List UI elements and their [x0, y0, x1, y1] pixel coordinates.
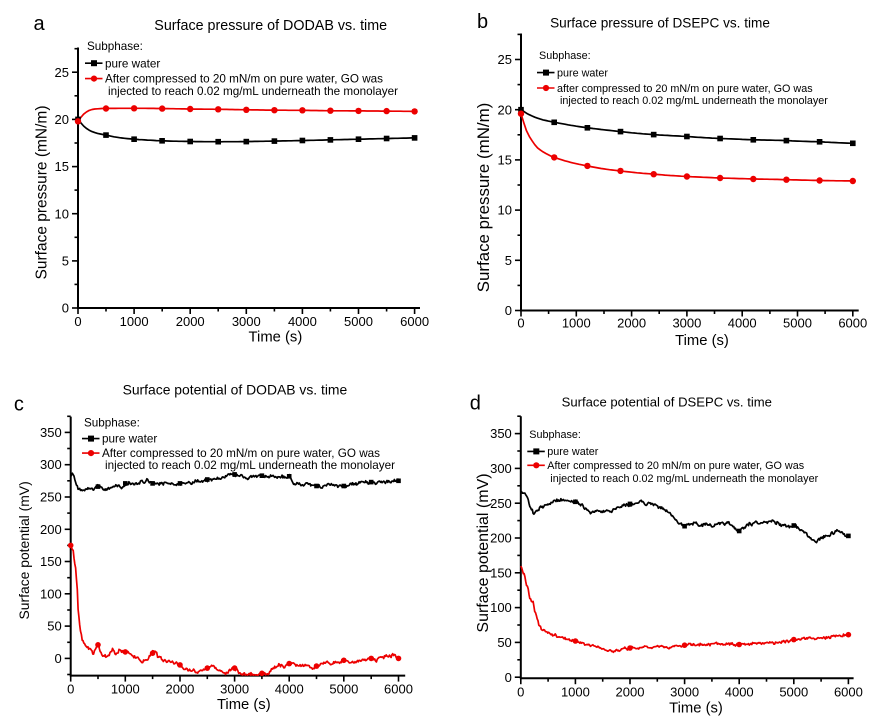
svg-text:Surface pressure of DODAB vs.: Surface pressure of DODAB vs. time: [154, 18, 387, 34]
svg-text:1000: 1000: [561, 685, 590, 700]
svg-text:0: 0: [67, 682, 74, 697]
svg-text:2000: 2000: [176, 314, 205, 329]
svg-text:Surface potential (mV): Surface potential (mV): [16, 481, 32, 619]
svg-text:4000: 4000: [288, 314, 317, 329]
svg-text:250: 250: [40, 490, 62, 505]
svg-text:0: 0: [517, 316, 524, 331]
svg-text:3000: 3000: [232, 314, 261, 329]
svg-text:100: 100: [490, 600, 512, 615]
svg-text:20: 20: [55, 112, 69, 127]
svg-text:4000: 4000: [275, 682, 304, 697]
svg-text:After compressed to 20 mN/m on: After compressed to 20 mN/m on pure wate…: [102, 447, 380, 460]
svg-text:5: 5: [505, 253, 512, 268]
svg-text:Subphase:: Subphase:: [87, 40, 143, 53]
svg-text:15: 15: [55, 159, 69, 174]
svg-text:4000: 4000: [725, 685, 754, 700]
svg-text:300: 300: [490, 461, 512, 476]
svg-text:0: 0: [517, 685, 524, 700]
svg-text:1000: 1000: [120, 314, 149, 329]
svg-text:injected to reach 0.02 mg/mL u: injected to reach 0.02 mg/mL underneath …: [105, 459, 395, 472]
svg-text:200: 200: [40, 522, 62, 537]
svg-text:pure water: pure water: [547, 446, 598, 458]
svg-text:150: 150: [490, 565, 512, 580]
svg-text:injected to reach 0.02 mg/mL u: injected to reach 0.02 mg/mL underneath …: [560, 95, 828, 107]
svg-text:0: 0: [62, 301, 69, 316]
svg-text:250: 250: [490, 496, 512, 511]
svg-text:injected to reach 0.02 mg/mL u: injected to reach 0.02 mg/mL underneath …: [108, 85, 398, 98]
svg-text:2000: 2000: [165, 682, 194, 697]
svg-text:5000: 5000: [783, 316, 812, 331]
svg-text:2000: 2000: [617, 316, 646, 331]
svg-text:1000: 1000: [562, 316, 591, 331]
svg-text:4000: 4000: [728, 316, 757, 331]
svg-text:Surface pressure (mN/m): Surface pressure (mN/m): [474, 103, 493, 293]
svg-text:25: 25: [55, 65, 69, 80]
svg-text:25: 25: [498, 52, 512, 67]
svg-text:c: c: [14, 393, 24, 415]
svg-text:pure water: pure water: [557, 67, 608, 79]
svg-text:Time (s): Time (s): [217, 697, 271, 713]
svg-text:injected to reach 0.02 mg/mL u: injected to reach 0.02 mg/mL underneath …: [550, 473, 818, 485]
svg-text:After compressed to 20 mN/m on: After compressed to 20 mN/m on pure wate…: [547, 460, 804, 472]
svg-text:15: 15: [498, 152, 512, 167]
svg-text:1000: 1000: [111, 682, 140, 697]
svg-text:pure water: pure water: [105, 57, 160, 70]
svg-text:10: 10: [498, 203, 512, 218]
svg-text:50: 50: [497, 635, 511, 650]
svg-text:3000: 3000: [672, 316, 701, 331]
svg-text:0: 0: [54, 651, 61, 666]
svg-text:3000: 3000: [220, 682, 249, 697]
svg-text:Surface potential of DODAB vs.: Surface potential of DODAB vs. time: [123, 382, 348, 398]
svg-text:a: a: [34, 13, 46, 35]
svg-text:3000: 3000: [670, 685, 699, 700]
svg-text:2000: 2000: [616, 685, 645, 700]
svg-text:50: 50: [47, 619, 61, 634]
svg-text:350: 350: [40, 425, 62, 440]
svg-text:5000: 5000: [329, 682, 358, 697]
svg-text:Time (s): Time (s): [675, 333, 729, 349]
svg-text:d: d: [470, 393, 481, 415]
svg-text:After compressed to 20 mN/m on: After compressed to 20 mN/m on pure wate…: [105, 73, 383, 86]
svg-text:100: 100: [40, 586, 62, 601]
svg-text:Surface pressure (mN/m): Surface pressure (mN/m): [34, 106, 51, 280]
svg-text:Surface potential of DSEPC vs.: Surface potential of DSEPC vs. time: [562, 395, 772, 410]
svg-text:Subphase:: Subphase:: [529, 429, 581, 441]
svg-text:0: 0: [505, 670, 512, 685]
svg-text:350: 350: [490, 426, 512, 441]
svg-text:300: 300: [40, 457, 62, 472]
svg-text:0: 0: [505, 303, 512, 318]
svg-text:b: b: [477, 11, 488, 33]
svg-text:10: 10: [55, 206, 69, 221]
svg-text:5000: 5000: [344, 314, 373, 329]
svg-text:0: 0: [74, 314, 81, 329]
svg-text:150: 150: [40, 554, 62, 569]
svg-text:200: 200: [490, 531, 512, 546]
svg-text:6000: 6000: [838, 316, 867, 331]
svg-text:Subphase:: Subphase:: [539, 50, 591, 62]
svg-text:after compressed to 20 mN/m on: after compressed to 20 mN/m on pure wate…: [557, 83, 813, 95]
svg-text:6000: 6000: [834, 685, 863, 700]
svg-text:Subphase:: Subphase:: [84, 417, 140, 430]
svg-text:5000: 5000: [779, 685, 808, 700]
svg-text:6000: 6000: [400, 314, 429, 329]
svg-text:Surface pressure of DSEPC vs.: Surface pressure of DSEPC vs. time: [550, 16, 770, 31]
svg-text:Time (s): Time (s): [669, 701, 723, 717]
svg-text:6000: 6000: [384, 682, 413, 697]
svg-text:Time (s): Time (s): [249, 329, 303, 345]
svg-text:pure water: pure water: [102, 433, 157, 446]
svg-text:5: 5: [62, 253, 69, 268]
svg-text:20: 20: [498, 102, 512, 117]
svg-text:Surface potential (mV): Surface potential (mV): [475, 473, 492, 632]
